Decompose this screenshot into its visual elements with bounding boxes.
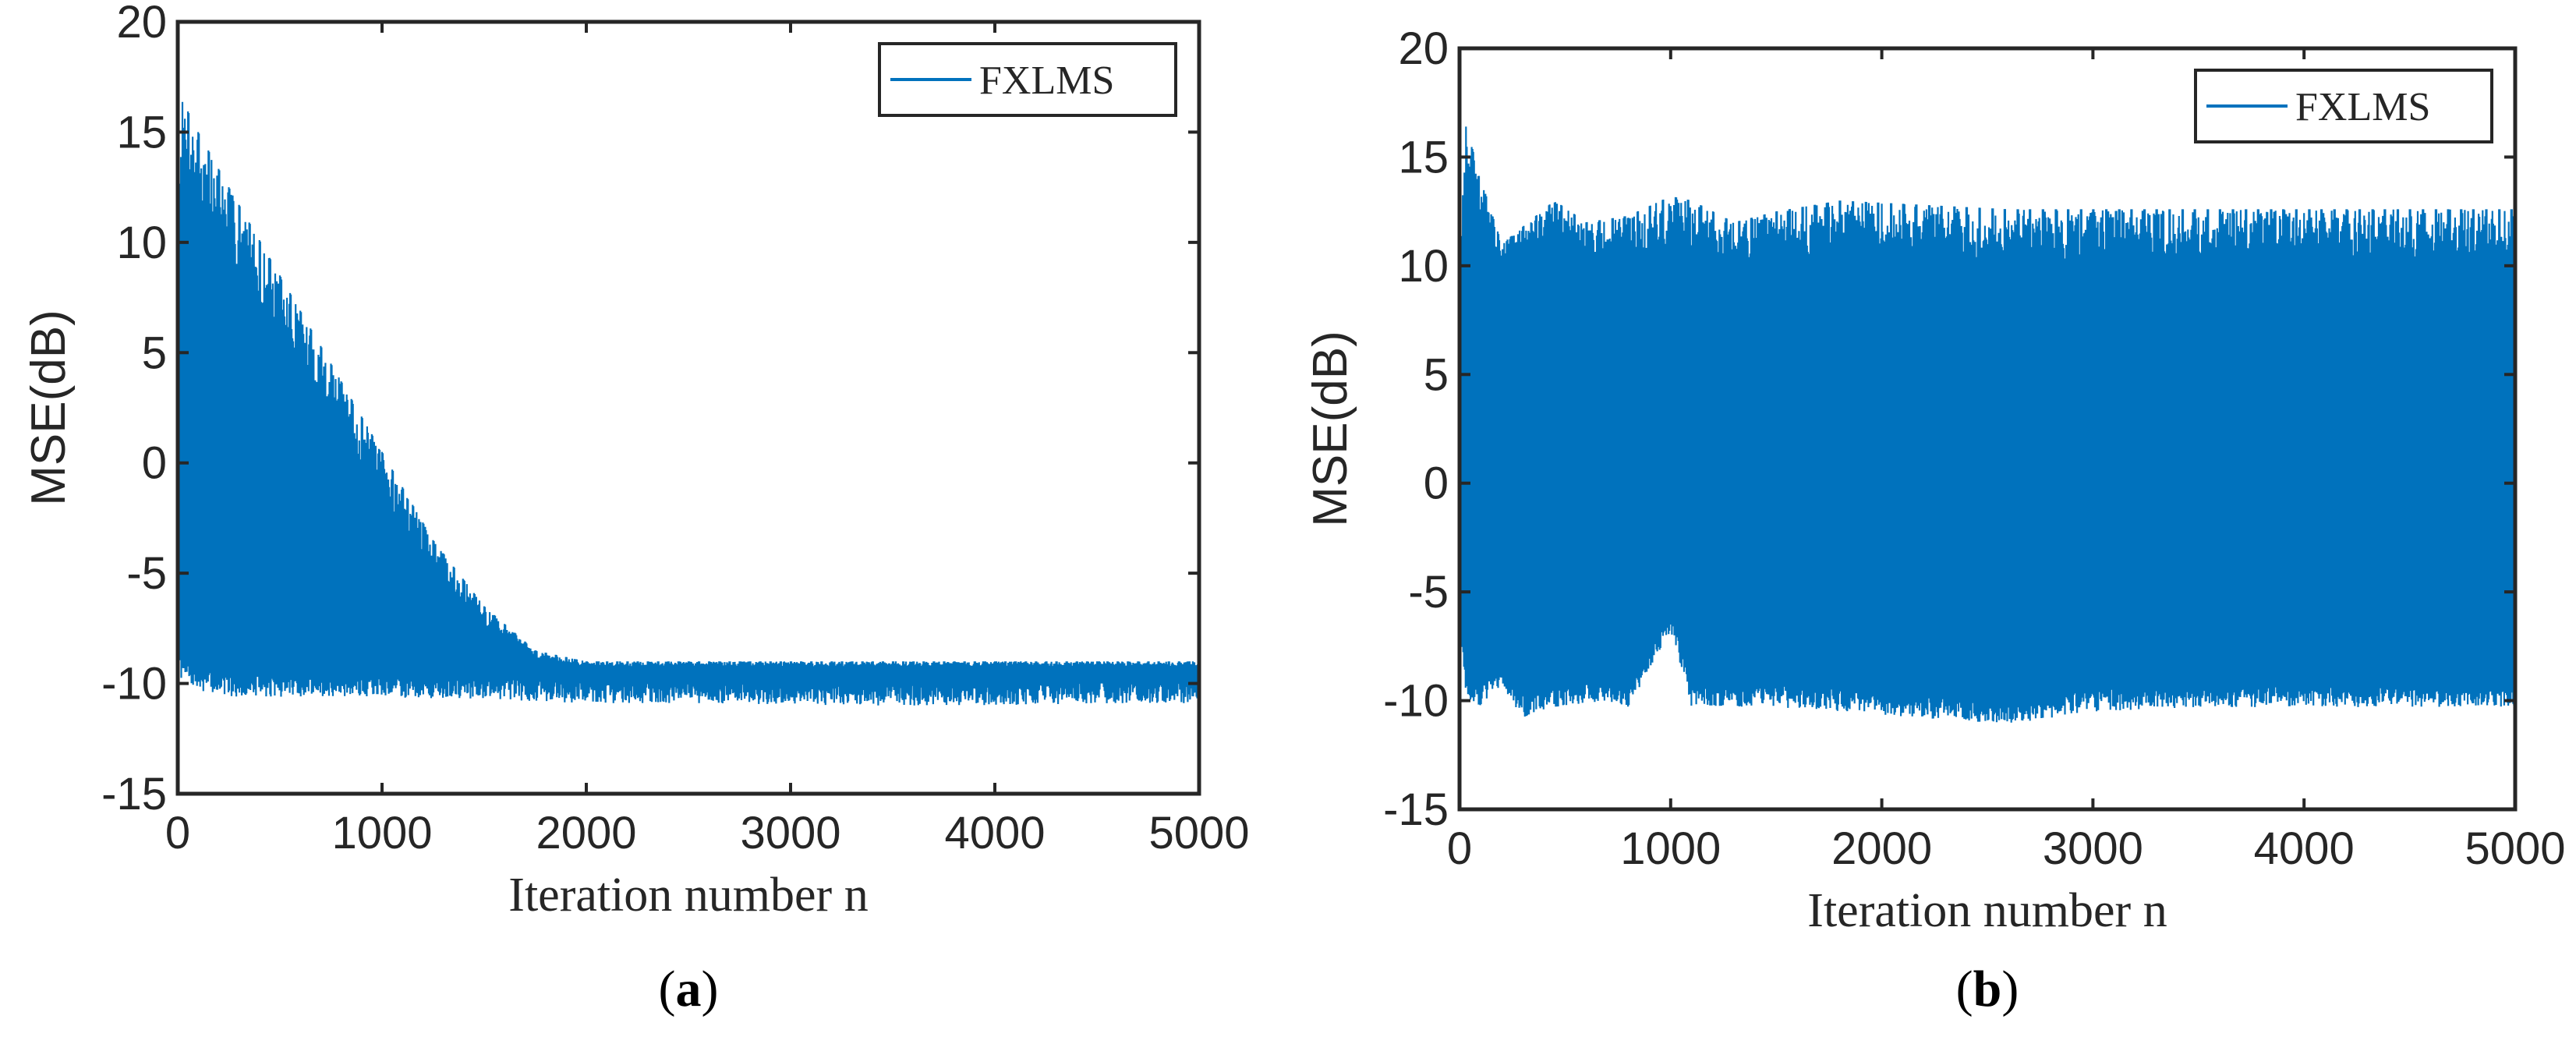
y-tick-label: 0 (142, 438, 167, 489)
y-tick-label: 0 (1424, 458, 1449, 509)
y-tick-label: -15 (101, 769, 167, 819)
y-tick-label: 10 (116, 218, 167, 268)
x-tick-label: 0 (1447, 823, 1472, 874)
y-tick-label: 15 (1398, 132, 1449, 182)
x-tick-label: 0 (165, 808, 190, 858)
plot-area (178, 101, 1199, 706)
x-tick-label: 3000 (2043, 823, 2143, 874)
y-tick-label: 15 (116, 107, 167, 157)
axes-box (175, 19, 1201, 796)
panel-label: (b) (1956, 961, 2019, 1018)
series-fxlms-line (178, 101, 1199, 706)
y-axis-label: MSE(dB) (22, 310, 76, 505)
plot-area (1460, 126, 2515, 723)
x-tick-label: 3000 (740, 808, 840, 858)
axes-box (1457, 46, 2518, 812)
y-tick-label: 5 (1424, 349, 1449, 400)
y-tick-label: -10 (1383, 676, 1449, 727)
x-tick-label: 4000 (944, 808, 1045, 858)
x-tick-label: 5000 (1148, 808, 1249, 858)
y-tick-label: 10 (1398, 241, 1449, 292)
y-tick-label: 20 (116, 0, 167, 48)
series-fxlms-line (1460, 126, 2515, 723)
x-tick-label: 1000 (1620, 823, 1721, 874)
y-tick-label: -5 (1408, 567, 1449, 618)
y-tick-label: 20 (1398, 23, 1449, 74)
x-axis-label: Iteration number n (1807, 884, 2167, 937)
chart-panel-a: 0 1000 2000 3000 4000 5000 -15 -10 -5 0 5 10 15 20 Ite… (22, 0, 1250, 1018)
x-tick-label: 5000 (2465, 823, 2565, 874)
x-tick-label: 4000 (2254, 823, 2355, 874)
chart-panel-b: 0 1000 2000 3000 4000 5000 -15 -10 -5 0 5 10 15 20 Ite… (1304, 23, 2566, 1018)
legend-label: FXLMS (979, 58, 1114, 103)
y-tick-label: -5 (126, 548, 167, 599)
legend-label: FXLMS (2295, 85, 2430, 129)
y-tick-label: -15 (1383, 784, 1449, 835)
panel-label: (a) (659, 961, 719, 1018)
x-tick-label: 1000 (331, 808, 432, 858)
x-axis-label: Iteration number n (508, 869, 868, 922)
x-tick-label: 2000 (1831, 823, 1932, 874)
y-axis-label: MSE(dB) (1304, 331, 1357, 526)
y-tick-label: 5 (142, 327, 167, 378)
x-tick-label: 2000 (536, 808, 636, 858)
y-tick-label: -10 (101, 659, 167, 710)
